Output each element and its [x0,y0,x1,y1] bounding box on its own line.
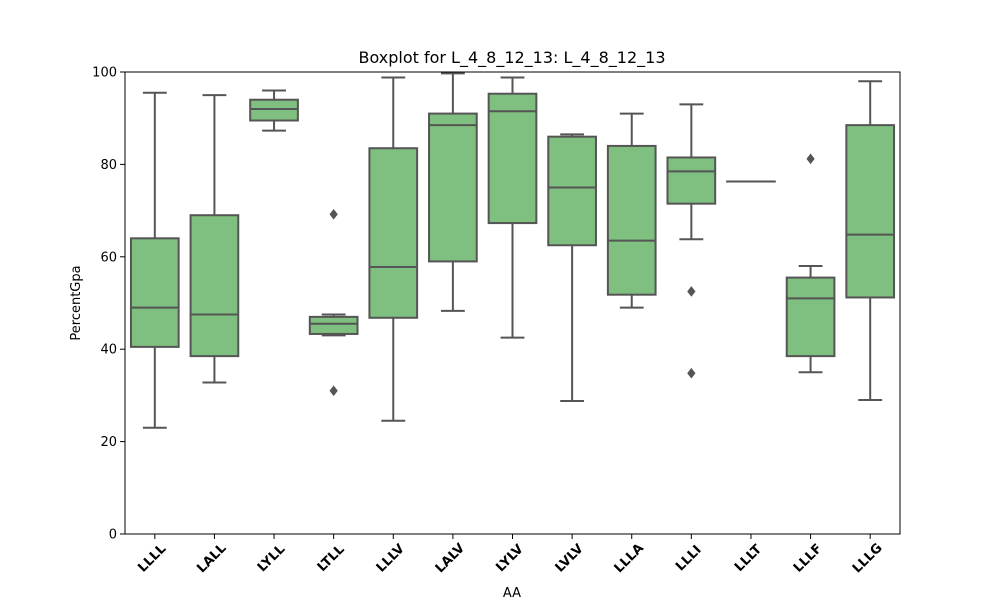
x-tick-label: LLLG [850,541,886,577]
box-lllf [785,276,836,358]
box-llli [666,156,717,205]
x-tick-label: LYLL [255,542,288,575]
y-tick-label: 0 [109,528,117,543]
box-lyll [249,98,299,122]
box-lall [189,214,240,358]
box-ltll [308,315,359,335]
outlier-point [329,385,338,397]
x-axis-label: AA [503,586,521,600]
y-tick-label: 60 [100,250,117,265]
outlier-point [806,153,815,165]
box-lylv [487,92,538,225]
box-lvlv [547,135,597,247]
box-lllv [368,147,419,319]
outlier-point [687,367,696,379]
box-llll [129,237,180,348]
axes-frame [124,71,901,535]
x-tick-label: LLLT [732,542,765,575]
plot-area: 0 20 40 60 80 100 LLLL LALL LYLL LTLL LLLV LALV LYLV… [92,66,896,577]
x-tick-label: LALL [194,541,229,576]
y-tick-label: 100 [92,66,117,81]
chart-title: Boxplot for L_4_8_12_13: L_4_8_12_13 [358,48,665,68]
x-tick-label: LLLL [135,542,169,576]
x-tick-label: LLLI [673,543,705,575]
y-tick-label: 40 [100,343,117,358]
box-lllg [845,124,896,299]
outlier-point [687,286,696,297]
x-tick-label: LTLL [315,542,348,575]
box-lalv [428,112,478,263]
x-tick-label: LALV [433,541,468,576]
x-tick-label: LYLV [493,542,526,575]
box-llla [606,144,657,296]
x-tick-label: LVLV [553,542,587,576]
y-tick-label: 20 [100,435,117,450]
y-axis-label: PercentGpa [69,265,84,340]
outlier-point [329,208,338,220]
y-tick-label: 80 [100,158,117,173]
x-tick-label: LLLV [374,542,408,576]
x-tick-label: LLLA [612,541,647,576]
x-tick-label: LLLF [791,541,825,575]
